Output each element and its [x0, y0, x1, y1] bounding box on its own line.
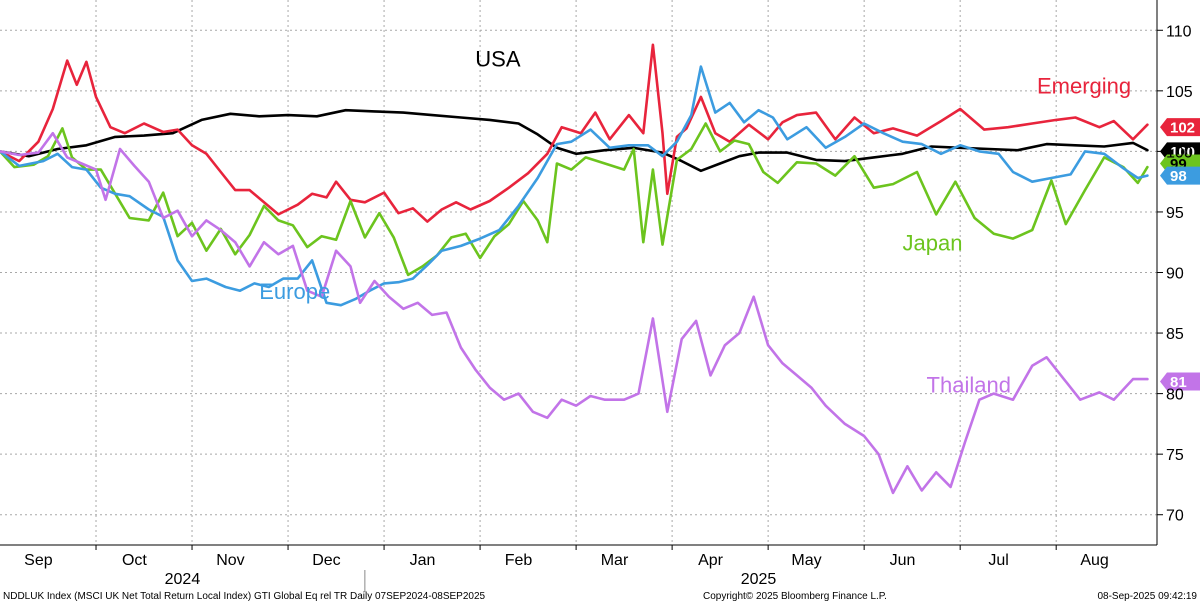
series-label-thailand: Thailand [927, 372, 1011, 397]
y-tick-label-100: 100 [1166, 144, 1193, 161]
y-tick-label-85: 85 [1166, 326, 1184, 343]
x-tick-label-sep: Sep [24, 552, 53, 569]
x-tick-label-apr: Apr [698, 552, 724, 569]
x-tick-label-nov: Nov [216, 552, 244, 569]
series-line-japan [0, 122, 1149, 277]
x-tick-label-jul: Jul [988, 552, 1008, 569]
grid-lines [0, 0, 1157, 545]
x-tick-label-mar: Mar [601, 552, 629, 569]
tick-labels: 70 75 80 85 90 95 100 105 110 Sep Oct Nov Dec Jan Feb M… [24, 23, 1193, 588]
footer-timestamp: 08-Sep-2025 09:42:19 [1097, 591, 1197, 602]
series-label-usa: USA [475, 47, 521, 72]
y-tick-label-80: 80 [1166, 387, 1184, 404]
x-tick-label-feb: Feb [505, 552, 533, 569]
y-tick-label-75: 75 [1166, 447, 1184, 464]
x-tick-label-aug: Aug [1080, 552, 1108, 569]
end-marker-europe: 98 [1160, 166, 1200, 185]
series-label-europe: Europe [259, 279, 330, 304]
end-marker-emerging: 102 [1160, 118, 1200, 137]
year-label-2025: 2025 [741, 571, 777, 588]
y-tick-label-105: 105 [1166, 84, 1193, 101]
y-tick-label-110: 110 [1166, 23, 1192, 40]
y-tick-label-95: 95 [1166, 205, 1184, 222]
x-tick-label-jan: Jan [410, 552, 436, 569]
end-marker-label-emerging: 102 [1170, 120, 1195, 137]
end-marker-label-europe: 98 [1170, 168, 1187, 185]
x-tick-label-jun: Jun [890, 552, 916, 569]
y-tick-label-70: 70 [1166, 508, 1184, 525]
year-label-2024: 2024 [165, 571, 201, 588]
end-marker-label-thailand: 81 [1170, 374, 1187, 391]
series-line-thailand [0, 131, 1149, 495]
x-tick-label-oct: Oct [122, 552, 147, 569]
end-marker-bg-emerging [1160, 118, 1200, 137]
axes [0, 0, 1163, 592]
series-labels: USA Emerging Japan Europe Thailand [259, 47, 1131, 398]
series-line-emerging [0, 43, 1149, 223]
series-lines [0, 43, 1149, 495]
series-label-japan: Japan [903, 231, 963, 256]
end-marker-bg-europe [1160, 166, 1200, 185]
x-tick-label-dec: Dec [312, 552, 340, 569]
end-marker-bg-thailand [1160, 372, 1200, 391]
series-line-europe [0, 65, 1149, 307]
series-label-emerging: Emerging [1037, 73, 1131, 98]
footer-source: NDDLUK Index (MSCI UK Net Total Return L… [3, 591, 486, 602]
end-marker-thailand: 81 [1160, 372, 1200, 391]
x-tick-label-may: May [791, 552, 821, 569]
y-tick-label-90: 90 [1166, 266, 1184, 283]
footer-copyright: Copyright© 2025 Bloomberg Finance L.P. [703, 591, 887, 602]
chart-footer: NDDLUK Index (MSCI UK Net Total Return L… [3, 591, 1197, 602]
